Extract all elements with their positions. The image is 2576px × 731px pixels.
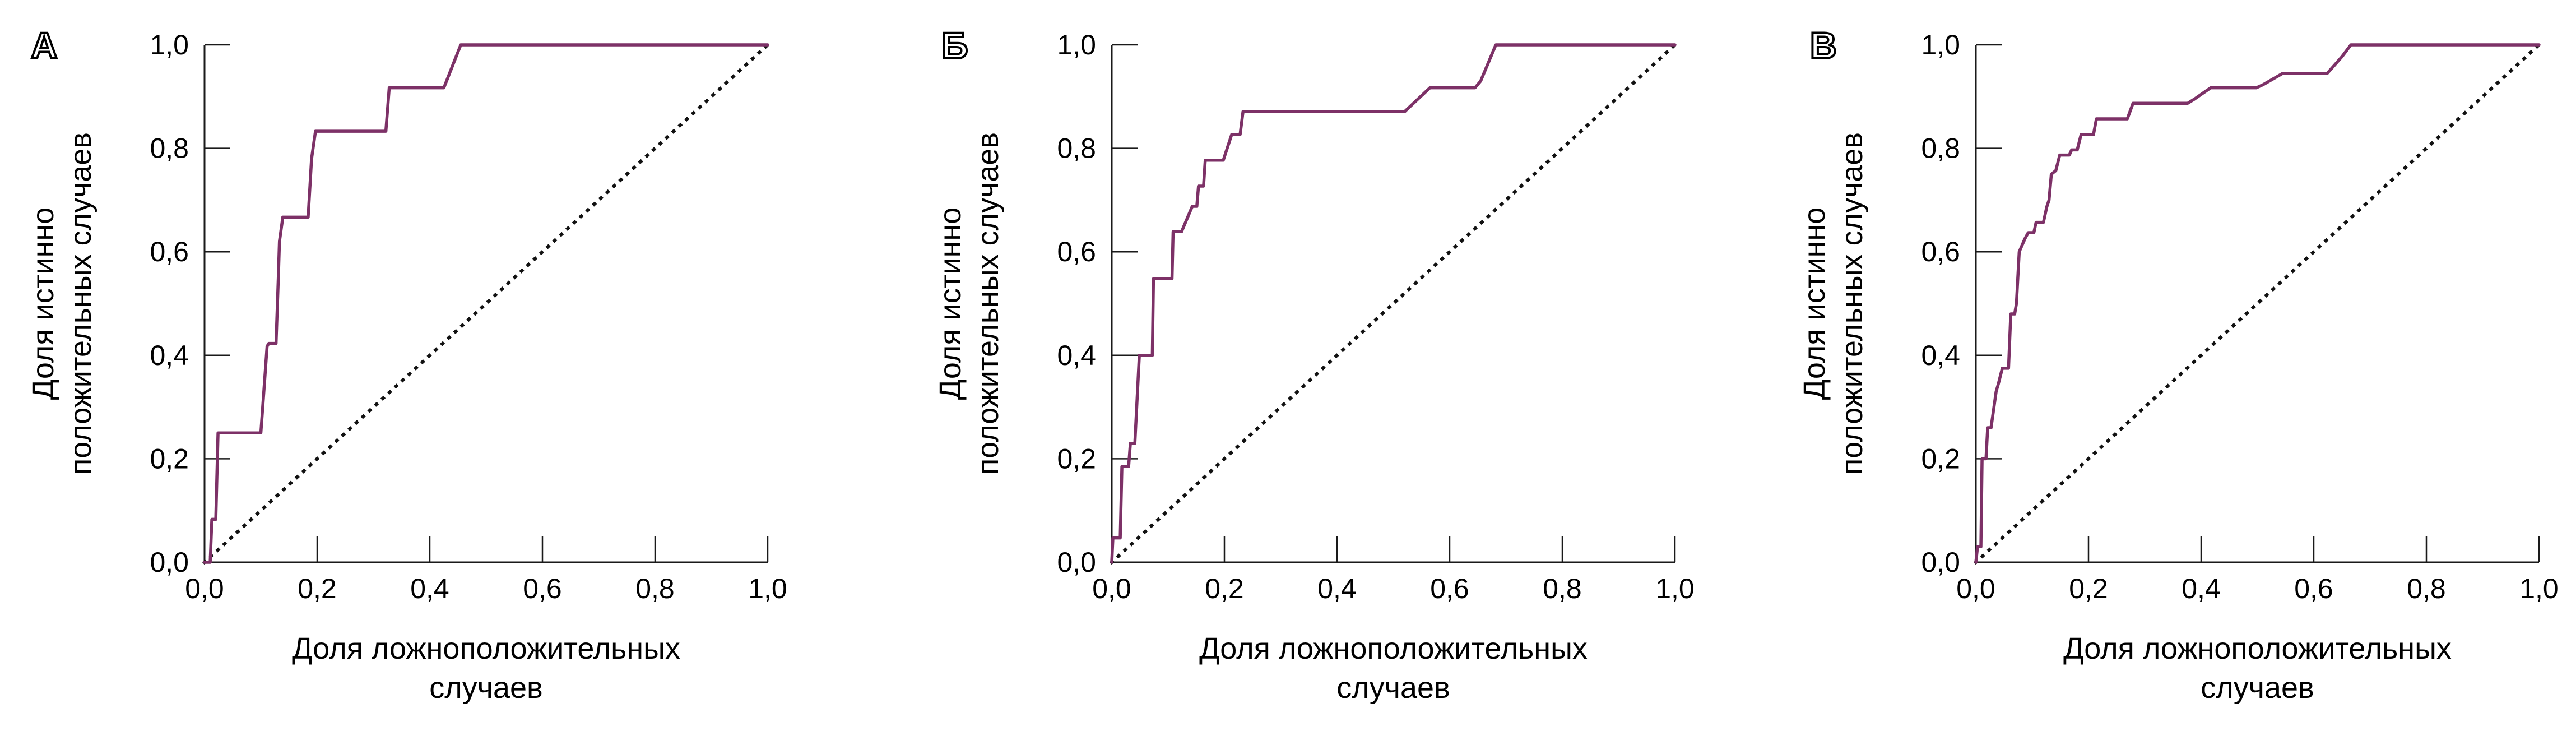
y-axis-title-line: положительных случаев: [971, 132, 1005, 475]
x-tick-label: 0,2: [298, 573, 337, 604]
x-tick-label: 0,4: [1317, 573, 1357, 604]
y-axis-title-line: Доля истинно: [934, 207, 967, 400]
y-tick-label: 0,0: [150, 547, 189, 578]
y-tick-label: 0,2: [1921, 443, 1960, 474]
x-axis-title-line: случаев: [429, 671, 542, 705]
y-tick-label: 0,0: [1057, 547, 1096, 578]
x-tick-label: 1,0: [1655, 573, 1695, 604]
x-axis-title-line: Доля ложноположительных: [2063, 632, 2452, 665]
x-tick-label: 1,0: [2519, 573, 2559, 604]
x-tick-label: 0,0: [185, 573, 224, 604]
panel-letter: В: [1810, 25, 1837, 66]
x-tick-label: 0,0: [1092, 573, 1131, 604]
x-tick-label: 0,4: [2182, 573, 2221, 604]
x-tick-label: 0,6: [1430, 573, 1469, 604]
y-axis-title-line: положительных случаев: [1835, 132, 1869, 475]
x-axis-title-line: Доля ложноположительных: [1199, 632, 1588, 665]
reference-diagonal: [1973, 42, 2542, 565]
roc-chart-v: В 0,0 0,2 0,4 0,6 0,8 1,0 0,0 0,2 0,4 0,6 0,8 1,0 Дол…: [1798, 24, 2559, 705]
y-axis-title-line: Доля истинно: [26, 207, 60, 400]
panel-letter: А: [31, 25, 58, 66]
y-tick-label: 0,8: [1921, 133, 1960, 164]
roc-curve: [1110, 43, 1677, 564]
x-tick-label: 0,8: [2407, 573, 2446, 604]
y-axis-title-line: Доля истинно: [1798, 207, 1831, 400]
x-tick-label: 0,0: [1956, 573, 1995, 604]
x-tick-label: 0,2: [2069, 573, 2108, 604]
roc-chart-b: Б 0,0 0,2 0,4 0,6 0,8 1,0 0,0 0,2 0,4 0,6 0,8 1,0 Дол…: [934, 24, 1695, 705]
roc-panel-v: В 0,0 0,2 0,4 0,6 0,8 1,0 0,0 0,2 0,4 0,6 0,8 1,0 Дол…: [1717, 0, 2575, 731]
x-tick-label: 0,4: [410, 573, 449, 604]
y-tick-label: 0,0: [1921, 547, 1960, 578]
reference-diagonal: [202, 42, 771, 565]
y-tick-label: 1,0: [150, 29, 189, 61]
y-tick-label: 0,6: [1057, 236, 1096, 267]
y-tick-label: 0,2: [150, 443, 189, 474]
x-tick-label: 0,6: [2294, 573, 2333, 604]
roc-panel-b: Б 0,0 0,2 0,4 0,6 0,8 1,0 0,0 0,2 0,4 0,6 0,8 1,0 Дол…: [858, 0, 1717, 731]
x-axis-title-line: случаев: [1336, 671, 1450, 705]
y-tick-label: 0,4: [150, 340, 189, 371]
x-tick-label: 0,8: [1543, 573, 1582, 604]
y-axis-title-line: положительных случаев: [64, 132, 98, 475]
y-tick-label: 1,0: [1057, 29, 1096, 61]
y-tick-label: 0,6: [150, 236, 189, 267]
roc-curve: [1974, 43, 2541, 564]
y-tick-label: 0,8: [1057, 133, 1096, 164]
x-tick-label: 0,2: [1205, 573, 1244, 604]
y-tick-label: 0,6: [1921, 236, 1960, 267]
roc-chart-a: А 0,0 0,2 0,4 0,6 0,8 1,0 0,0 0,2 0,4 0,6 0,8 1,0 Дол…: [26, 24, 787, 705]
roc-panel-a: А 0,0 0,2 0,4 0,6 0,8 1,0 0,0 0,2 0,4 0,6 0,8 1,0 Дол…: [0, 0, 858, 731]
x-tick-label: 0,6: [523, 573, 562, 604]
roc-curve: [203, 43, 769, 564]
y-tick-label: 1,0: [1921, 29, 1960, 61]
reference-diagonal: [1109, 42, 1678, 565]
y-tick-label: 0,4: [1057, 340, 1096, 371]
y-tick-label: 0,2: [1057, 443, 1096, 474]
x-tick-label: 0,8: [635, 573, 675, 604]
x-axis-title-line: случаев: [2201, 671, 2314, 705]
panel-letter: Б: [941, 25, 968, 66]
x-axis-title-line: Доля ложноположительных: [292, 632, 680, 665]
y-tick-label: 0,8: [150, 133, 189, 164]
y-tick-label: 0,4: [1921, 340, 1960, 371]
x-tick-label: 1,0: [748, 573, 787, 604]
